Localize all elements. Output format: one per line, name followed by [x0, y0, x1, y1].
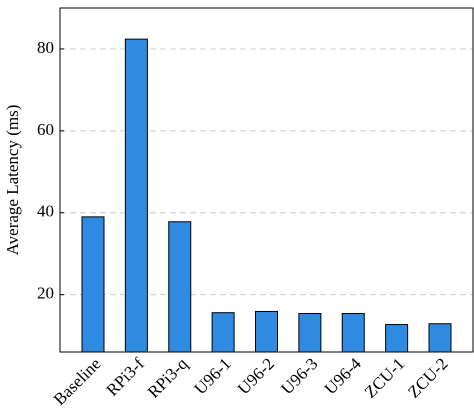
bar [341, 313, 365, 353]
bar [298, 313, 322, 353]
x-tick-label: U96-4 [321, 354, 366, 399]
y-tick-label: 60 [37, 120, 54, 139]
bar [385, 324, 409, 353]
y-axis-label: Average Latency (ms) [3, 105, 22, 256]
bar [255, 310, 278, 353]
y-tick-label: 80 [37, 38, 54, 57]
x-tick-label: U96-1 [191, 354, 235, 398]
x-tick-label: U96-3 [277, 354, 321, 398]
bar [81, 216, 105, 353]
y-tick-label: 20 [37, 284, 54, 303]
x-tick-label: RPi3-q [144, 354, 192, 402]
x-tick-label: ZCU-2 [404, 354, 451, 401]
x-tick-label: Baseline [50, 354, 105, 409]
bar [124, 38, 148, 353]
y-tick-label: 40 [37, 202, 54, 221]
x-tick-label: U96-2 [234, 354, 278, 398]
x-tick-label: ZCU-1 [361, 354, 408, 401]
plot-frame [59, 7, 474, 353]
x-tick-label: RPi3-f [102, 354, 148, 400]
bar [168, 221, 192, 353]
bar [211, 312, 235, 353]
bar [428, 323, 452, 353]
